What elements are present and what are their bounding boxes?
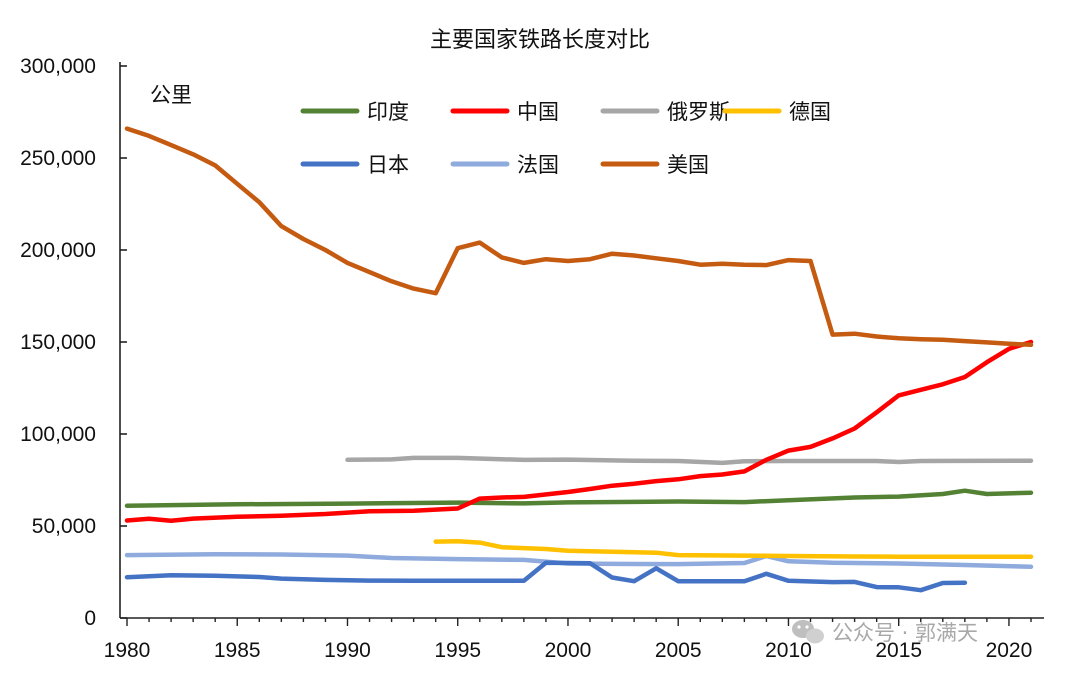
series-line-1 <box>124 339 1034 524</box>
legend-label: 日本 <box>367 153 409 177</box>
x-tick-label: 2015 <box>875 639 922 662</box>
y-tick-label: 0 <box>84 607 96 630</box>
x-tick-label: 1995 <box>434 639 481 662</box>
legend-label: 印度 <box>367 100 409 124</box>
x-tick-label: 2020 <box>986 639 1033 662</box>
x-ticks: 1980 1985 1990 1995 2000 2005 2010 2015 2020 <box>104 618 1033 662</box>
y-ticks: 0 50,000 100,000 150,000 200,000 250,000 300,0… <box>20 55 127 630</box>
y-tick-label: 50,000 <box>32 515 96 538</box>
legend-label: 法国 <box>517 153 559 177</box>
x-tick-label: 1990 <box>324 639 371 662</box>
watermark: 公众号 · 郭满天 <box>792 620 978 645</box>
x-tick-label: 2000 <box>545 639 592 662</box>
y-tick-label: 100,000 <box>20 423 96 446</box>
series-line-0 <box>124 488 1034 509</box>
y-tick-label: 150,000 <box>20 331 96 354</box>
legend-label: 中国 <box>517 100 559 124</box>
watermark-text: 公众号 · 郭满天 <box>832 621 978 645</box>
x-tick-label: 2005 <box>655 639 702 662</box>
series-line-3 <box>433 539 1034 559</box>
chart-title: 主要国家铁路长度对比 <box>430 28 650 53</box>
series-line-2 <box>345 455 1034 466</box>
legend-label: 德国 <box>789 100 831 124</box>
x-tick-label: 1980 <box>104 639 151 662</box>
x-tick-label: 1985 <box>214 639 261 662</box>
y-tick-label: 250,000 <box>20 147 96 170</box>
x-tick-label: 2010 <box>765 639 812 662</box>
y-tick-label: 300,000 <box>20 55 96 78</box>
series-line-5 <box>124 552 1034 570</box>
legend-label: 俄罗斯 <box>667 100 730 124</box>
series-layer <box>124 126 1034 593</box>
series-line-6 <box>124 126 1034 348</box>
wechat-icon <box>792 620 824 644</box>
unit-label: 公里 <box>150 83 192 107</box>
legend-label: 美国 <box>667 153 709 177</box>
y-tick-label: 200,000 <box>20 239 96 262</box>
series-line-4 <box>124 560 968 593</box>
